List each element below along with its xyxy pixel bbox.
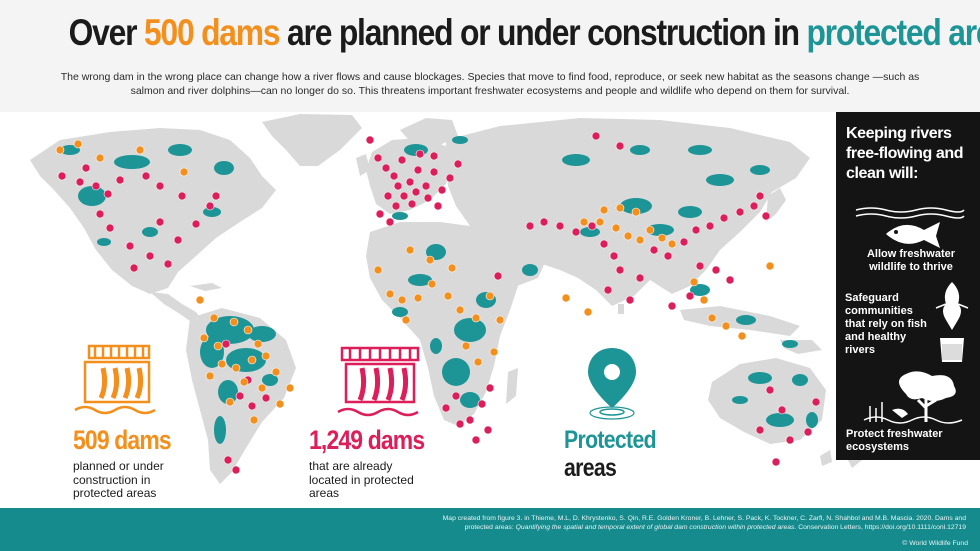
title-highlight-dams: 500 dams — [143, 12, 281, 53]
madagascar-land — [506, 368, 518, 404]
japan-land — [766, 188, 786, 222]
copyright-credit: © World Wildlife Fund — [902, 540, 968, 547]
planned-dams-count: 509 dams — [73, 425, 172, 455]
existing-dam-icon — [337, 346, 420, 417]
africa-land — [366, 222, 518, 426]
benefits-panel: Keeping rivers free-flowing and clean wi… — [836, 112, 980, 460]
uk-land — [356, 154, 370, 176]
planned-dams-description: planned or under construction in protect… — [73, 459, 164, 500]
world-map — [30, 114, 866, 484]
title-highlight-protected: protected areas — [806, 12, 980, 53]
greenland-land — [262, 114, 362, 166]
panel-title: Keeping rivers free-flowing and clean wi… — [846, 125, 964, 182]
fish-icon — [855, 207, 965, 248]
ecosystem-icon — [863, 371, 963, 424]
header: Over 500 dams are planned or under const… — [0, 0, 980, 112]
planned-dams — [55, 139, 775, 425]
existing-dams-count: 1,249 dams — [309, 425, 425, 455]
existing-dams-description: that are already located in protected ar… — [309, 459, 414, 500]
benefit-communities: Safeguard communities that rely on fish … — [845, 292, 927, 356]
fish-glass-icon — [935, 282, 969, 362]
location-pin-icon — [588, 348, 636, 420]
sri-lanka-land — [618, 304, 624, 314]
existing-dams — [57, 131, 821, 475]
benefit-wildlife: Allow freshwater wildlife to thrive — [866, 248, 956, 273]
page-title: Over 500 dams are planned or under const… — [69, 12, 980, 54]
central-america-land — [150, 292, 204, 324]
subtitle: The wrong dam in the wrong place can cha… — [60, 71, 920, 97]
protected-areas-label: Protected areas — [564, 426, 657, 482]
benefit-ecosystems: Protect freshwater ecosystems — [846, 428, 943, 453]
footer: Map created from figure 3. in Thieme, M.… — [0, 508, 980, 551]
planned-dam-icon — [74, 344, 156, 415]
citation: Map created from figure 3. in Thieme, M.… — [442, 515, 966, 531]
scandinavia-land — [400, 118, 458, 146]
